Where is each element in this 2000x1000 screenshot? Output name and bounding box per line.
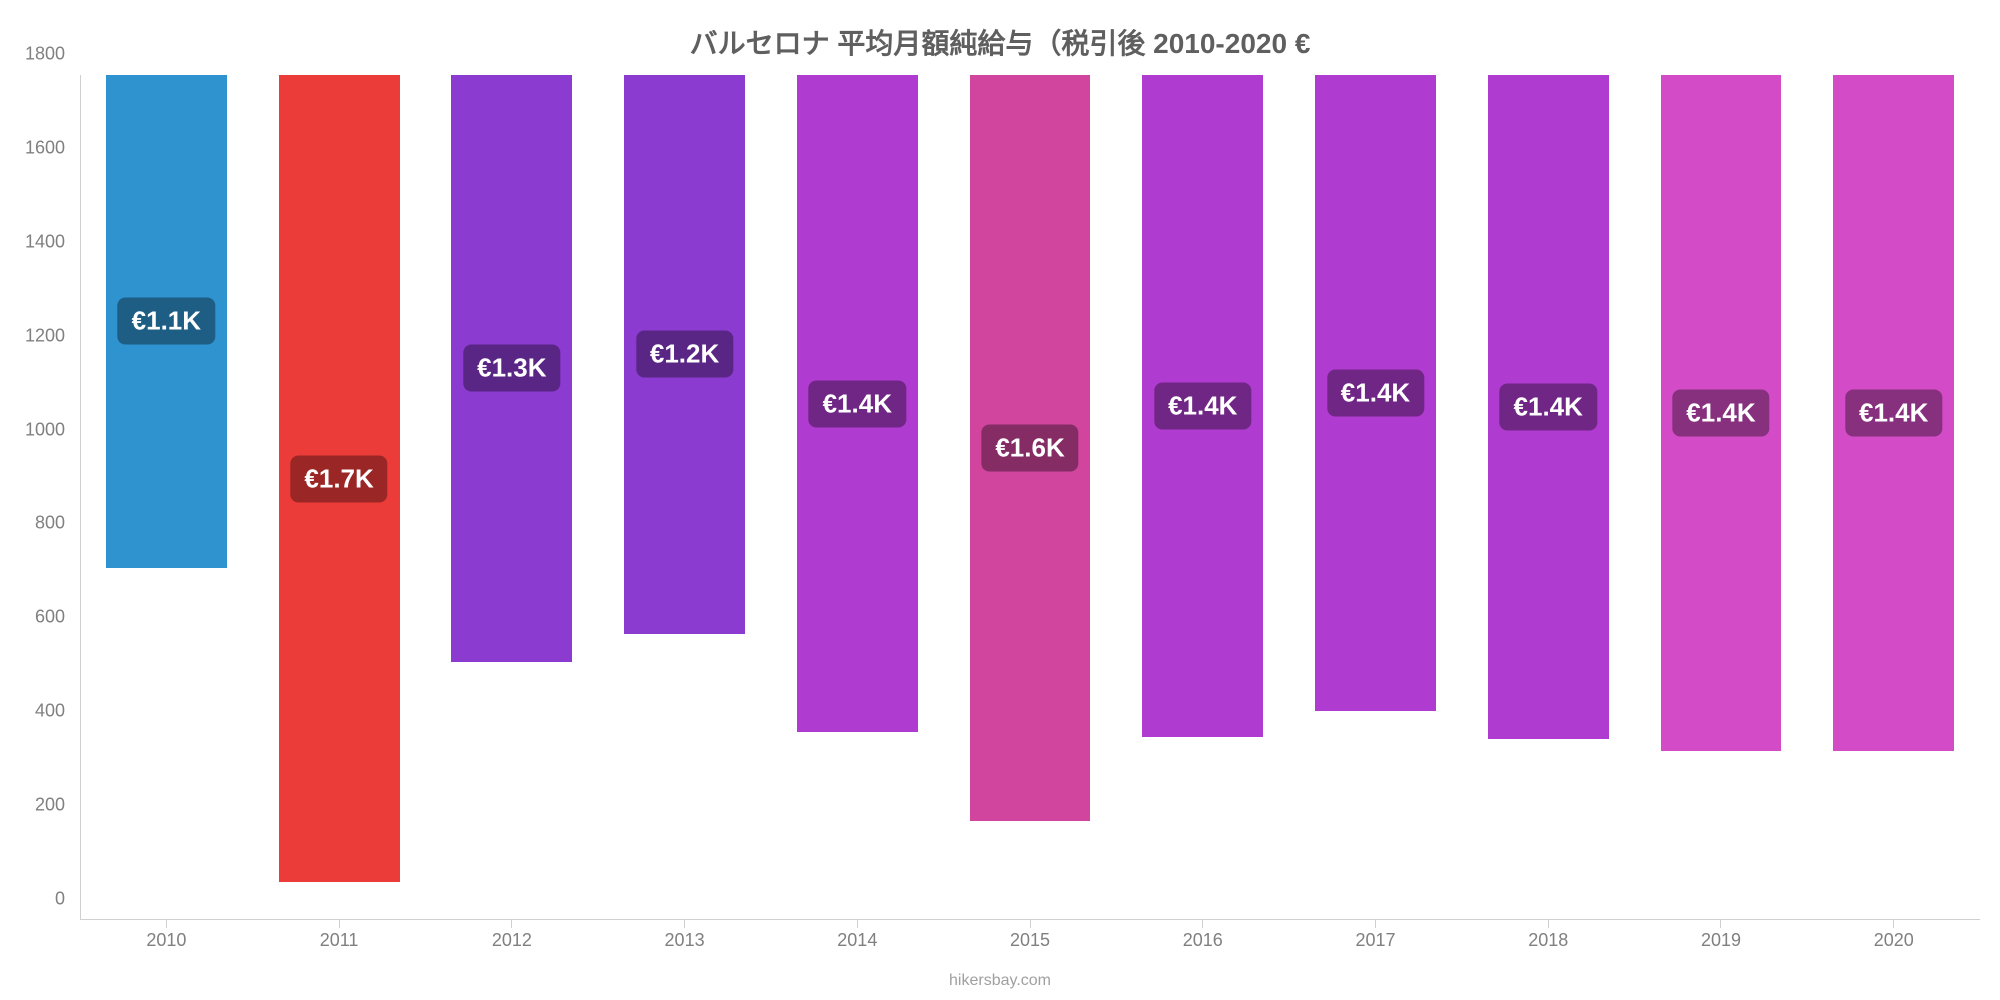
x-tick-label: 2016 bbox=[1116, 930, 1289, 960]
bar: €1.4K bbox=[1488, 75, 1609, 739]
bar-value-badge: €1.4K bbox=[1154, 382, 1251, 429]
bar-slot: €1.4K bbox=[1289, 75, 1462, 920]
bar: €1.4K bbox=[1142, 75, 1263, 737]
bar-value-badge: €1.7K bbox=[290, 455, 387, 502]
y-tick-label: 200 bbox=[35, 795, 65, 816]
bar-slot: €1.4K bbox=[771, 75, 944, 920]
bar-slot: €1.4K bbox=[1116, 75, 1289, 920]
bar-value-badge: €1.4K bbox=[1327, 370, 1424, 417]
x-tick-mark bbox=[1807, 920, 1980, 928]
bar-slot: €1.7K bbox=[253, 75, 426, 920]
bar: €1.2K bbox=[624, 75, 745, 634]
bar-slot: €1.2K bbox=[598, 75, 771, 920]
y-tick-label: 1000 bbox=[25, 419, 65, 440]
bar-value-badge: €1.2K bbox=[636, 331, 733, 378]
chart-container: バルセロナ 平均月額純給与（税引後 2010-2020 € 0 200 400 600… bbox=[0, 0, 2000, 1000]
chart-title: バルセロナ 平均月額純給与（税引後 2010-2020 € bbox=[0, 0, 2000, 62]
x-tick-mark bbox=[1289, 920, 1462, 928]
y-tick-label: 1800 bbox=[25, 44, 65, 65]
y-tick-label: 0 bbox=[55, 889, 65, 910]
bar-slot: €1.6K bbox=[944, 75, 1117, 920]
x-tick-marks bbox=[80, 920, 1980, 928]
bar-slot: €1.4K bbox=[1635, 75, 1808, 920]
x-tick-mark bbox=[1116, 920, 1289, 928]
x-tick-mark bbox=[598, 920, 771, 928]
bar-value-badge: €1.6K bbox=[981, 425, 1078, 472]
source-label: hikersbay.com bbox=[0, 972, 2000, 990]
x-tick-mark bbox=[1462, 920, 1635, 928]
x-tick-label: 2015 bbox=[944, 930, 1117, 960]
x-tick-label: 2018 bbox=[1462, 930, 1635, 960]
bar: €1.4K bbox=[1833, 75, 1954, 751]
bar-value-badge: €1.4K bbox=[1672, 390, 1769, 437]
x-tick-mark bbox=[253, 920, 426, 928]
bar-slot: €1.4K bbox=[1462, 75, 1635, 920]
bar-value-badge: €1.4K bbox=[1500, 384, 1597, 431]
x-tick-label: 2019 bbox=[1635, 930, 1808, 960]
x-tick-label: 2014 bbox=[771, 930, 944, 960]
bar: €1.7K bbox=[279, 75, 400, 882]
y-tick-label: 1200 bbox=[25, 325, 65, 346]
bar: €1.1K bbox=[106, 75, 227, 568]
x-tick-label: 2010 bbox=[80, 930, 253, 960]
y-tick-label: 1400 bbox=[25, 231, 65, 252]
bars-group: €1.1K €1.7K €1.3K €1.2K €1.4K €1.6K €1.4K €1.4K… bbox=[80, 75, 1980, 920]
x-tick-mark bbox=[1635, 920, 1808, 928]
x-tick-mark bbox=[80, 920, 253, 928]
y-axis: 020040060080010001200140016001800 bbox=[0, 75, 75, 920]
bar-value-badge: €1.4K bbox=[1845, 390, 1942, 437]
bar-slot: €1.3K bbox=[425, 75, 598, 920]
bar-value-badge: €1.1K bbox=[118, 298, 215, 345]
x-labels: 2010201120122013201420152016201720182019… bbox=[80, 930, 1980, 960]
bar: €1.6K bbox=[970, 75, 1091, 821]
y-tick-label: 800 bbox=[35, 513, 65, 534]
x-tick-label: 2017 bbox=[1289, 930, 1462, 960]
x-tick-label: 2013 bbox=[598, 930, 771, 960]
y-tick-label: 1600 bbox=[25, 137, 65, 158]
x-tick-mark bbox=[944, 920, 1117, 928]
x-tick-label: 2012 bbox=[425, 930, 598, 960]
y-tick-label: 400 bbox=[35, 701, 65, 722]
bar: €1.4K bbox=[1661, 75, 1782, 751]
x-tick-label: 2020 bbox=[1807, 930, 1980, 960]
x-tick-mark bbox=[771, 920, 944, 928]
bar-value-badge: €1.4K bbox=[809, 380, 906, 427]
bar: €1.3K bbox=[451, 75, 572, 662]
plot-area: €1.1K €1.7K €1.3K €1.2K €1.4K €1.6K €1.4K €1.4K… bbox=[80, 75, 1980, 920]
bar-value-badge: €1.3K bbox=[463, 345, 560, 392]
x-tick-mark bbox=[425, 920, 598, 928]
bar: €1.4K bbox=[797, 75, 918, 732]
y-tick-label: 600 bbox=[35, 607, 65, 628]
bar-slot: €1.4K bbox=[1807, 75, 1980, 920]
x-tick-label: 2011 bbox=[253, 930, 426, 960]
bar-slot: €1.1K bbox=[80, 75, 253, 920]
bar: €1.4K bbox=[1315, 75, 1436, 711]
